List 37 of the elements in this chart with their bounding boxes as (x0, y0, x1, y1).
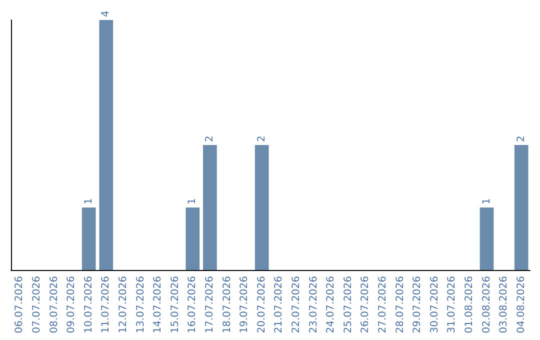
x-tick-label: 11.07.2026 (100, 276, 112, 334)
x-tick-label: 17.07.2026 (204, 276, 216, 334)
x-tick-label: 15.07.2026 (170, 276, 181, 334)
x-tick-label: 04.08.2026 (516, 276, 527, 334)
x-tick-label: 13.07.2026 (135, 276, 146, 334)
data-label: 2 (256, 136, 268, 142)
x-tick-label: 10.07.2026 (83, 276, 94, 334)
data-label: 4 (100, 10, 112, 17)
x-tick-label: 03.08.2026 (498, 276, 510, 334)
x-tick-label: 02.08.2026 (481, 276, 492, 334)
x-tick-label: 25.07.2026 (342, 276, 354, 334)
x-tick-label: 26.07.2026 (360, 276, 372, 334)
x-tick-label: 29.07.2026 (412, 276, 424, 334)
x-tick-label: 22.07.2026 (290, 276, 302, 334)
data-label: 1 (83, 198, 94, 204)
x-tick-label: 20.07.2026 (256, 276, 268, 334)
x-tick-label: 09.07.2026 (66, 276, 78, 334)
x-tick-label: 23.07.2026 (308, 276, 320, 334)
data-label: 1 (481, 198, 492, 204)
x-tick-label: 01.08.2026 (464, 276, 475, 334)
data-label: 1 (187, 198, 198, 204)
data-label: 2 (516, 136, 527, 142)
x-tick-label: 24.07.2026 (326, 276, 337, 334)
x-tick-label: 19.07.2026 (239, 276, 250, 334)
x-tick-label: 06.07.2026 (14, 276, 26, 334)
x-tick-label: 18.07.2026 (222, 276, 233, 334)
x-tick-label: 14.07.2026 (152, 276, 164, 334)
x-tick-label: 31.07.2026 (446, 276, 458, 334)
x-tick-label: 08.07.2026 (48, 276, 60, 334)
x-tick-label: 28.07.2026 (394, 276, 406, 334)
x-tick-label: 07.07.2026 (31, 276, 42, 334)
x-tick-label: 12.07.2026 (118, 276, 129, 334)
x-tick-label: 27.07.2026 (377, 276, 388, 334)
x-tick-label: 30.07.2026 (429, 276, 440, 334)
x-tick-label: 21.07.2026 (274, 276, 285, 334)
x-tick-label: 16.07.2026 (187, 276, 198, 334)
data-label: 2 (204, 136, 216, 142)
